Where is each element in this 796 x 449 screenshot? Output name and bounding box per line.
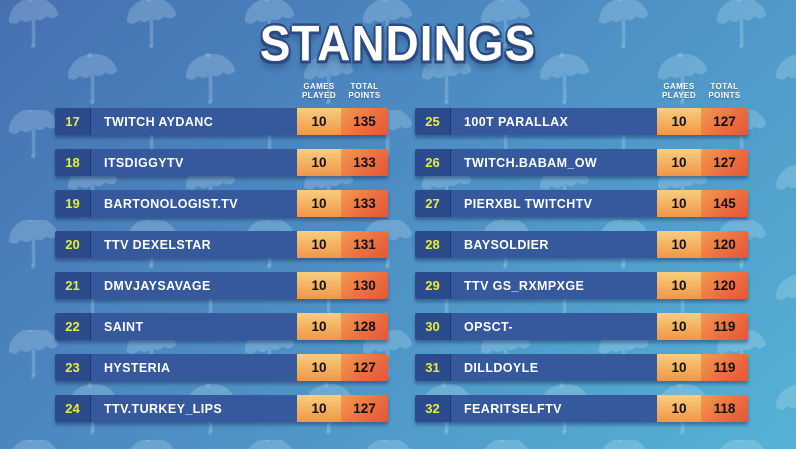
- player-name: OPSCT-: [451, 313, 657, 340]
- games-played-value: 10: [297, 313, 341, 340]
- games-played-value: 10: [297, 190, 341, 217]
- standings-row: 18 ITSDIGGYTV 10 133: [55, 149, 388, 176]
- player-name: TTV GS_RXMPXGE: [451, 272, 657, 299]
- total-points-value: 127: [701, 149, 748, 176]
- standings-row: 25 100T PARALLAX 10 127: [415, 108, 748, 135]
- total-points-value: 145: [701, 190, 748, 217]
- player-name: SAINT: [91, 313, 297, 340]
- games-played-value: 10: [657, 313, 701, 340]
- standings-row: 31 DILLDOYLE 10 119: [415, 354, 748, 381]
- standings-row: 30 OPSCT- 10 119: [415, 313, 748, 340]
- total-points-value: 120: [701, 231, 748, 258]
- player-name: 100T PARALLAX: [451, 108, 657, 135]
- games-played-value: 10: [657, 395, 701, 422]
- standings-row: 28 BAYSOLDIER 10 120: [415, 231, 748, 258]
- player-name: BAYSOLDIER: [451, 231, 657, 258]
- standings-row: 17 TWITCH AYDANC 10 135: [55, 108, 388, 135]
- total-points-value: 135: [341, 108, 388, 135]
- standings-row: 32 FEARITSELFTV 10 118: [415, 395, 748, 422]
- rank-number: 25: [415, 108, 451, 135]
- total-points-value: 119: [701, 354, 748, 381]
- player-name: TTV DEXELSTAR: [91, 231, 297, 258]
- total-points-value: 120: [701, 272, 748, 299]
- standings-row: 26 TWITCH.BABAM_OW 10 127: [415, 149, 748, 176]
- games-played-value: 10: [657, 190, 701, 217]
- games-played-value: 10: [657, 231, 701, 258]
- rank-number: 31: [415, 354, 451, 381]
- player-name: TWITCH AYDANC: [91, 108, 297, 135]
- games-played-value: 10: [657, 354, 701, 381]
- standings-row: 20 TTV DEXELSTAR 10 131: [55, 231, 388, 258]
- total-points-value: 131: [341, 231, 388, 258]
- total-points-value: 130: [341, 272, 388, 299]
- games-played-value: 10: [297, 231, 341, 258]
- games-played-value: 10: [657, 108, 701, 135]
- rank-number: 22: [55, 313, 91, 340]
- total-points-value: 118: [701, 395, 748, 422]
- standings-row: 23 HYSTERIA 10 127: [55, 354, 388, 381]
- rank-number: 27: [415, 190, 451, 217]
- total-points-value: 127: [341, 395, 388, 422]
- rank-number: 24: [55, 395, 91, 422]
- rank-number: 18: [55, 149, 91, 176]
- standings-row: 27 PIERXBL TWITCHTV 10 145: [415, 190, 748, 217]
- total-points-value: 127: [341, 354, 388, 381]
- rank-number: 21: [55, 272, 91, 299]
- page-title: STANDINGS: [259, 14, 537, 72]
- rank-number: 28: [415, 231, 451, 258]
- standings-left-column: GAMES PLAYED TOTAL POINTS 17 TWITCH AYDA…: [55, 82, 388, 436]
- rank-number: 20: [55, 231, 91, 258]
- column-headers-right: GAMES PLAYED TOTAL POINTS: [415, 82, 748, 108]
- standings-row: 29 TTV GS_RXMPXGE 10 120: [415, 272, 748, 299]
- total-points-header: TOTAL POINTS: [708, 82, 741, 100]
- total-points-value: 133: [341, 149, 388, 176]
- player-name: PIERXBL TWITCHTV: [451, 190, 657, 217]
- rank-number: 19: [55, 190, 91, 217]
- total-points-value: 133: [341, 190, 388, 217]
- player-name: BARTONOLOGIST.TV: [91, 190, 297, 217]
- rank-number: 29: [415, 272, 451, 299]
- standings-row: 21 DMVJAYSAVAGE 10 130: [55, 272, 388, 299]
- total-points-value: 119: [701, 313, 748, 340]
- games-played-value: 10: [297, 395, 341, 422]
- standings-row: 22 SAINT 10 128: [55, 313, 388, 340]
- standings-row: 19 BARTONOLOGIST.TV 10 133: [55, 190, 388, 217]
- total-points-value: 127: [701, 108, 748, 135]
- games-played-value: 10: [297, 149, 341, 176]
- games-played-value: 10: [297, 108, 341, 135]
- total-points-value: 128: [341, 313, 388, 340]
- player-name: ITSDIGGYTV: [91, 149, 297, 176]
- rank-number: 32: [415, 395, 451, 422]
- rank-number: 30: [415, 313, 451, 340]
- player-name: DMVJAYSAVAGE: [91, 272, 297, 299]
- column-headers-left: GAMES PLAYED TOTAL POINTS: [55, 82, 388, 108]
- player-name: TWITCH.BABAM_OW: [451, 149, 657, 176]
- player-name: DILLDOYLE: [451, 354, 657, 381]
- player-name: FEARITSELFTV: [451, 395, 657, 422]
- games-played-value: 10: [297, 272, 341, 299]
- player-name: TTV.TURKEY_LIPS: [91, 395, 297, 422]
- player-name: HYSTERIA: [91, 354, 297, 381]
- standings-row: 24 TTV.TURKEY_LIPS 10 127: [55, 395, 388, 422]
- total-points-header: TOTAL POINTS: [348, 82, 381, 100]
- games-played-value: 10: [297, 354, 341, 381]
- rank-number: 26: [415, 149, 451, 176]
- games-played-value: 10: [657, 272, 701, 299]
- standings-right-column: GAMES PLAYED TOTAL POINTS 25 100T PARALL…: [415, 82, 748, 436]
- games-played-header: GAMES PLAYED: [301, 82, 337, 100]
- rank-number: 17: [55, 108, 91, 135]
- games-played-header: GAMES PLAYED: [661, 82, 697, 100]
- rank-number: 23: [55, 354, 91, 381]
- games-played-value: 10: [657, 149, 701, 176]
